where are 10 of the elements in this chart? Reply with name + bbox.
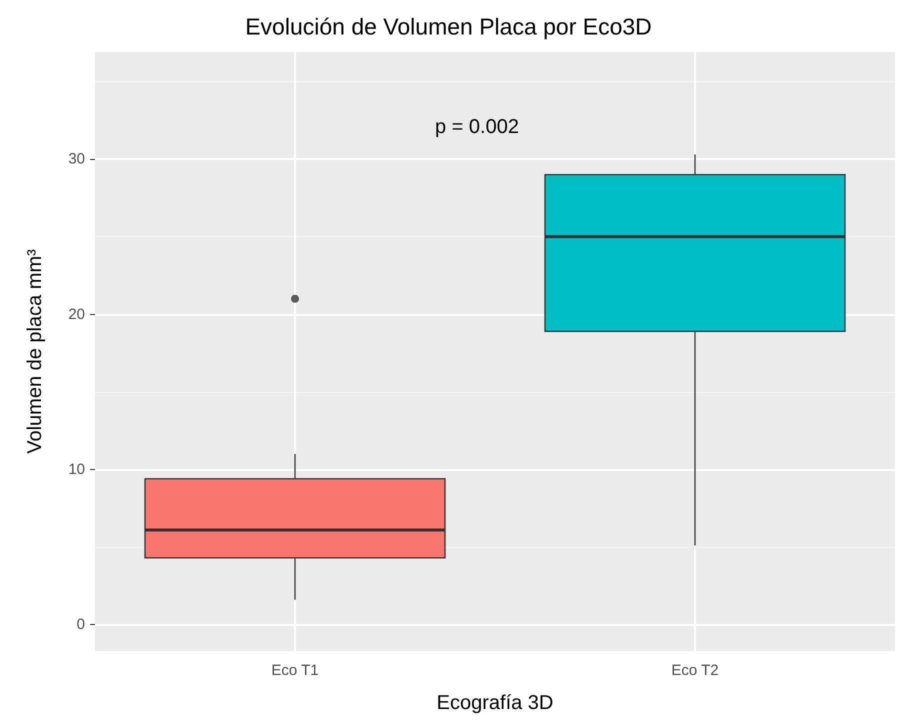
chart-title: Evolución de Volumen Placa por Eco3D — [245, 14, 652, 40]
y-tick-label: 20 — [68, 306, 85, 323]
x-tick-label: Eco T2 — [671, 662, 719, 679]
y-tick-label: 30 — [68, 150, 85, 168]
y-axis-title: Volumen de placa mm³ — [24, 248, 46, 454]
x-axis-title: Ecografía 3D — [436, 692, 554, 714]
x-tick-label: Eco T1 — [271, 662, 319, 679]
y-tick-label: 10 — [68, 460, 85, 478]
y-tick-label: 0 — [76, 616, 85, 634]
annotation: p = 0.002 — [435, 116, 519, 138]
